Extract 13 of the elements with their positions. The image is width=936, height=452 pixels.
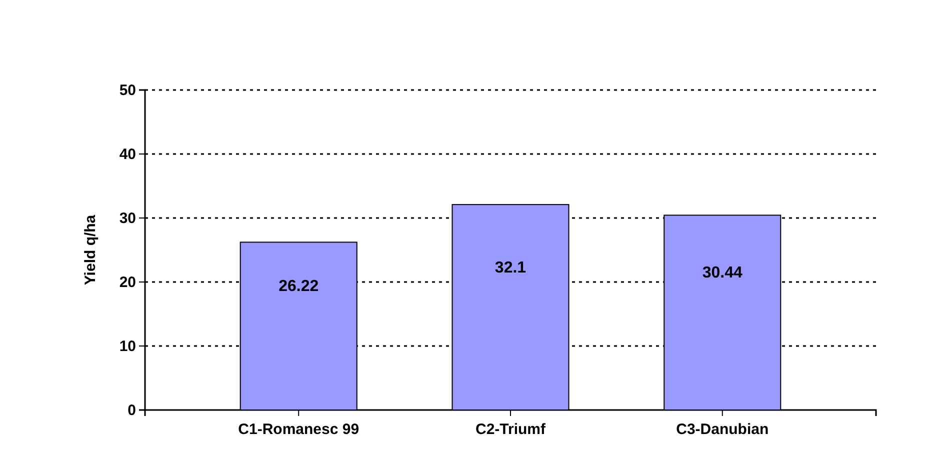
y-tick-label: 30 [119, 210, 136, 227]
x-tick-label: C1-Romanesc 99 [238, 421, 360, 438]
data-label: 32.1 [494, 259, 526, 276]
y-tick-label: 50 [119, 82, 136, 99]
y-tick-label: 40 [119, 146, 136, 163]
data-label: 26.22 [278, 278, 319, 296]
y-tick-label: 10 [119, 338, 136, 355]
y-tick-label: 0 [128, 402, 136, 419]
y-tick-label: 20 [119, 274, 136, 291]
y-axis-title: Yield q/ha [82, 214, 99, 286]
x-tick-label: C2-Triumf [475, 421, 546, 438]
x-tick-label: C3-Danubian [676, 421, 769, 438]
data-label: 30.44 [702, 264, 742, 282]
